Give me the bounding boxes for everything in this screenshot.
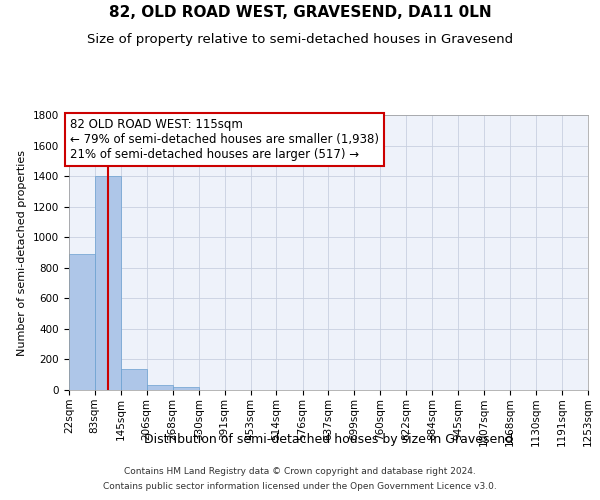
Bar bbox=[95, 176, 121, 390]
Text: Contains HM Land Registry data © Crown copyright and database right 2024.: Contains HM Land Registry data © Crown c… bbox=[124, 467, 476, 476]
Bar bbox=[69, 254, 95, 390]
Y-axis label: Number of semi-detached properties: Number of semi-detached properties bbox=[17, 150, 28, 356]
Bar bbox=[173, 387, 199, 390]
Bar bbox=[121, 368, 146, 390]
Bar bbox=[146, 384, 173, 390]
Text: Distribution of semi-detached houses by size in Gravesend: Distribution of semi-detached houses by … bbox=[144, 432, 514, 446]
Text: Contains public sector information licensed under the Open Government Licence v3: Contains public sector information licen… bbox=[103, 482, 497, 491]
Text: Size of property relative to semi-detached houses in Gravesend: Size of property relative to semi-detach… bbox=[87, 32, 513, 46]
Text: 82 OLD ROAD WEST: 115sqm
← 79% of semi-detached houses are smaller (1,938)
21% o: 82 OLD ROAD WEST: 115sqm ← 79% of semi-d… bbox=[70, 118, 379, 161]
Text: 82, OLD ROAD WEST, GRAVESEND, DA11 0LN: 82, OLD ROAD WEST, GRAVESEND, DA11 0LN bbox=[109, 5, 491, 20]
